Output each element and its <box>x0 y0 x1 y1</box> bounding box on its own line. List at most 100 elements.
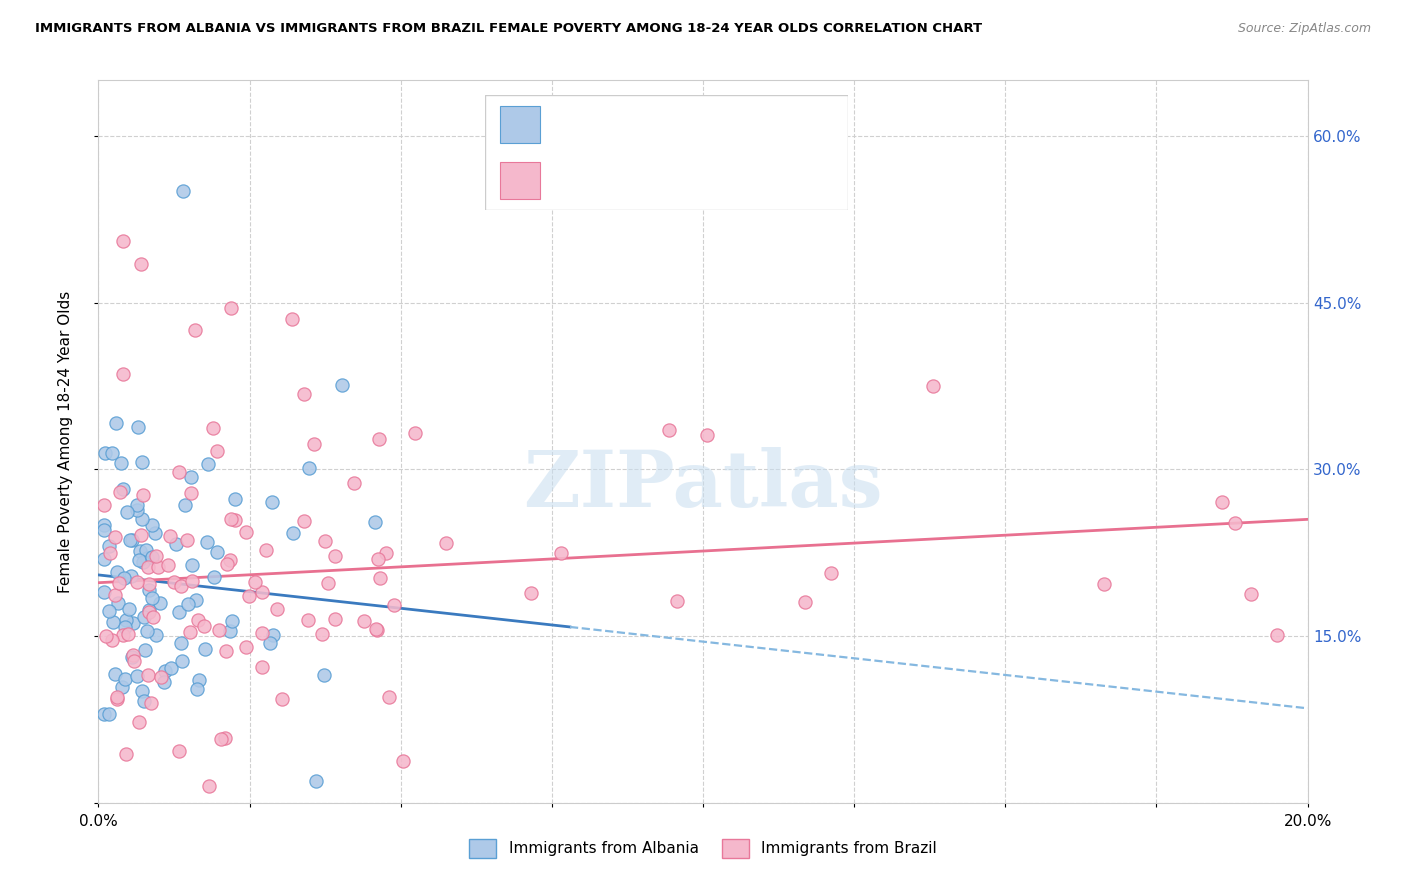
Point <box>125 574 148 589</box>
Point <box>150 670 173 684</box>
Point <box>138 605 160 619</box>
Point <box>266 602 288 616</box>
Point <box>141 518 163 533</box>
Point <box>129 257 152 271</box>
Point <box>180 469 202 483</box>
Point <box>281 525 304 540</box>
Point <box>250 659 273 673</box>
Point <box>364 622 387 636</box>
Point <box>112 570 135 584</box>
Point <box>176 533 198 547</box>
Point <box>235 640 257 654</box>
Text: ZIPatlas: ZIPatlas <box>523 447 883 523</box>
Point <box>259 636 281 650</box>
Point <box>127 669 149 683</box>
Point <box>305 773 328 788</box>
Point <box>104 417 127 431</box>
Point <box>110 456 132 470</box>
Point <box>658 423 681 437</box>
Point <box>245 575 267 590</box>
Point <box>141 591 163 605</box>
Point <box>170 654 193 668</box>
Point <box>218 553 240 567</box>
Point <box>138 576 160 591</box>
Point <box>134 610 156 624</box>
Point <box>111 680 134 694</box>
Point <box>172 185 194 199</box>
Point <box>163 575 186 590</box>
Point <box>353 614 375 628</box>
Point <box>93 498 115 512</box>
Point <box>98 707 121 722</box>
Point <box>97 539 120 553</box>
Point <box>221 512 243 526</box>
Point <box>107 596 129 610</box>
Point <box>145 628 167 642</box>
Point <box>323 612 346 626</box>
Point <box>134 643 156 657</box>
Point <box>364 515 387 529</box>
Point <box>188 673 211 688</box>
Point <box>131 512 153 526</box>
Point <box>152 675 174 690</box>
Point <box>297 613 319 627</box>
Point <box>187 613 209 627</box>
Point <box>221 301 243 315</box>
Point <box>368 433 391 447</box>
Point <box>101 615 124 629</box>
Point <box>1223 516 1246 530</box>
Point <box>181 574 204 588</box>
Point <box>520 586 543 600</box>
Point <box>224 492 246 507</box>
Point <box>160 661 183 675</box>
Point <box>1211 495 1233 509</box>
Point <box>169 465 191 479</box>
Point <box>366 623 388 637</box>
Point <box>114 747 136 761</box>
Point <box>219 624 242 638</box>
Point <box>202 570 225 584</box>
Point <box>224 513 246 527</box>
Point <box>93 706 115 721</box>
Point <box>221 615 243 629</box>
Point <box>93 552 115 566</box>
Point <box>179 625 201 640</box>
Point <box>201 421 224 435</box>
Point <box>252 584 274 599</box>
Point <box>115 505 138 519</box>
Point <box>186 593 208 607</box>
Point <box>214 731 236 746</box>
Point <box>159 528 181 542</box>
Point <box>112 482 135 496</box>
Point <box>198 779 221 793</box>
Point <box>1092 576 1115 591</box>
Point <box>105 692 128 706</box>
Point <box>173 498 195 512</box>
Point <box>665 593 688 607</box>
Point <box>93 518 115 533</box>
Point <box>114 672 136 686</box>
Point <box>197 458 219 472</box>
Point <box>252 625 274 640</box>
Point <box>374 546 396 560</box>
Point <box>128 553 150 567</box>
Point <box>378 690 401 705</box>
Point <box>404 425 426 440</box>
Point <box>132 488 155 502</box>
Point <box>121 648 143 663</box>
Point <box>121 533 143 548</box>
Point <box>311 626 333 640</box>
Point <box>1240 587 1263 601</box>
Point <box>149 596 172 610</box>
Point <box>118 601 141 615</box>
Point <box>281 312 304 326</box>
Point <box>217 558 239 572</box>
Point <box>112 628 135 642</box>
Point <box>118 533 141 547</box>
Point <box>97 604 120 618</box>
Point <box>367 551 389 566</box>
Point <box>167 744 190 758</box>
Point <box>128 714 150 729</box>
Point <box>186 682 208 697</box>
Point <box>114 614 136 628</box>
